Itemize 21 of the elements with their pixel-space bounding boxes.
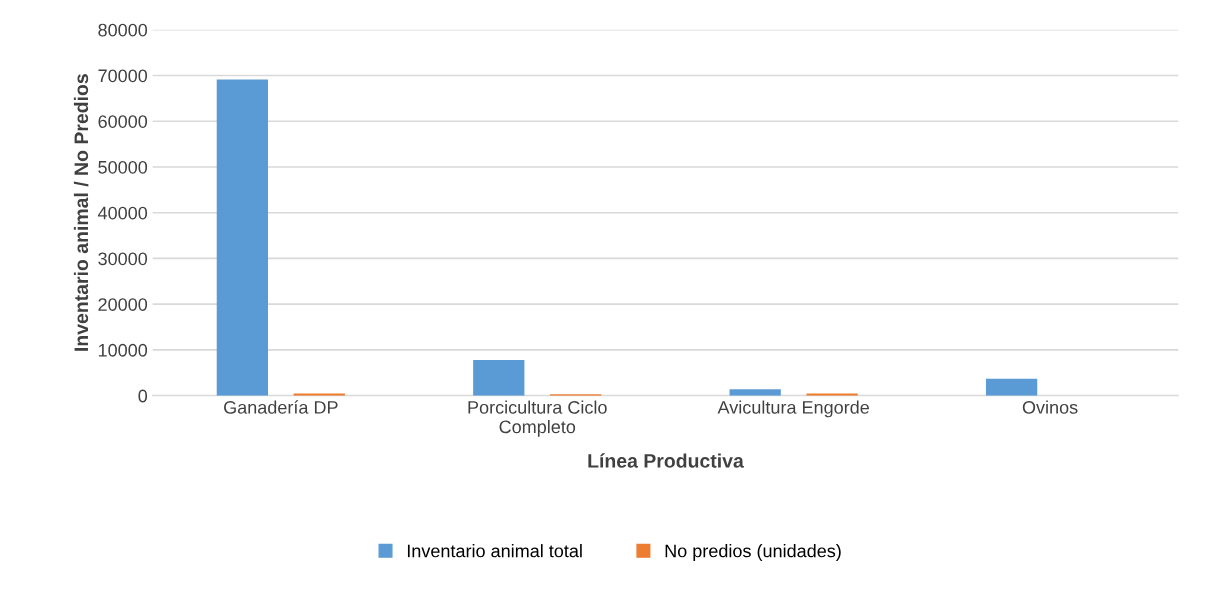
bar xyxy=(216,79,269,396)
y-tick-label: 20000 xyxy=(98,298,148,311)
bar xyxy=(729,389,781,396)
x-tick-label: Ovinos xyxy=(1022,400,1078,414)
bar xyxy=(473,360,525,396)
y-tick-label: 70000 xyxy=(98,69,148,83)
y-tick-label: 40000 xyxy=(97,206,148,220)
y-tick-label: 0 xyxy=(138,389,148,403)
y-tick-label: 10000 xyxy=(98,343,148,357)
x-tick-label: Avicultura Engorde xyxy=(717,400,869,418)
y-axis-title: Inventario animal / No Predios xyxy=(73,74,89,351)
x-tick-label: Porcicultura Ciclo Completo xyxy=(468,400,607,437)
x-axis-title: Línea Productiva xyxy=(588,453,744,468)
legend-label: Inventario animal total xyxy=(407,544,582,558)
legend-label: No predios (unidades) xyxy=(665,544,841,561)
y-tick-label: 30000 xyxy=(98,252,148,266)
y-tick-label: 60000 xyxy=(98,115,148,128)
bar xyxy=(985,378,1038,396)
y-tick-label: 80000 xyxy=(98,23,148,37)
y-tick-label: 50000 xyxy=(98,160,148,174)
x-tick-label: Ganadería DP xyxy=(224,400,338,414)
